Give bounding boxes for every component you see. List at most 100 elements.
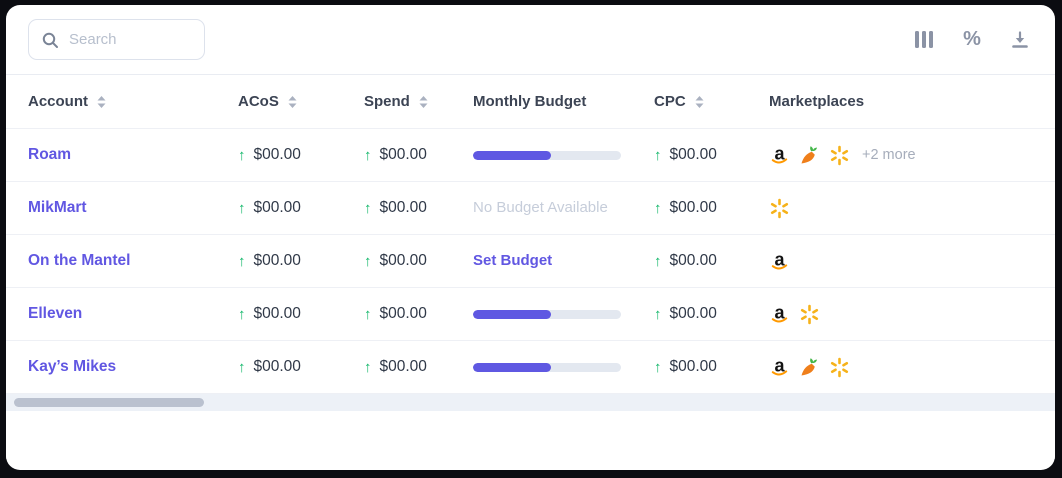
trend-up-icon: ↑ xyxy=(654,305,662,323)
trend-up-icon: ↑ xyxy=(238,358,246,376)
account-link[interactable]: On the Mantel xyxy=(28,252,131,269)
svg-text:a: a xyxy=(774,304,785,323)
cpc-value: $00.00 xyxy=(669,305,717,322)
marketplaces-cell: a xyxy=(769,304,1033,325)
budget-cell xyxy=(473,309,654,319)
column-label: Spend xyxy=(364,93,410,110)
acos-value: $00.00 xyxy=(253,252,301,269)
column-label: CPC xyxy=(654,93,686,110)
sort-icon[interactable] xyxy=(695,95,704,108)
horizontal-scrollbar[interactable] xyxy=(6,394,1055,411)
marketplaces-cell: a +2 more xyxy=(769,145,1033,166)
download-icon[interactable] xyxy=(1007,27,1033,53)
cpc-cell: ↑ $00.00 xyxy=(654,358,769,376)
trend-up-icon: ↑ xyxy=(238,252,246,270)
cpc-cell: ↑ $00.00 xyxy=(654,146,769,164)
carrot-icon xyxy=(799,145,820,166)
search-input[interactable] xyxy=(69,31,179,48)
trend-up-icon: ↑ xyxy=(364,199,372,217)
svg-text:a: a xyxy=(774,357,785,376)
budget-cell xyxy=(473,150,654,160)
column-header-acos[interactable]: ACoS xyxy=(238,93,364,110)
no-budget-label: No Budget Available xyxy=(473,199,608,216)
cpc-value: $00.00 xyxy=(669,358,717,375)
percent-icon[interactable]: % xyxy=(963,28,981,50)
trend-up-icon: ↑ xyxy=(238,305,246,323)
cpc-cell: ↑ $00.00 xyxy=(654,305,769,323)
acos-value: $00.00 xyxy=(253,146,301,163)
table-row: Roam ↑ $00.00 ↑ $00.00 ↑ $00.00 a +2 more xyxy=(6,129,1055,182)
marketplaces-cell: a xyxy=(769,251,1033,272)
acos-value: $00.00 xyxy=(253,358,301,375)
column-label: Monthly Budget xyxy=(473,93,587,110)
walmart-icon xyxy=(829,357,850,378)
acos-cell: ↑ $00.00 xyxy=(238,199,364,217)
search-box[interactable] xyxy=(28,19,205,60)
column-label: Marketplaces xyxy=(769,93,865,110)
footer-space xyxy=(6,411,1055,459)
acos-value: $00.00 xyxy=(253,305,301,322)
account-link[interactable]: MikMart xyxy=(28,199,87,216)
acos-value: $00.00 xyxy=(253,199,301,216)
columns-icon[interactable] xyxy=(911,27,937,53)
table-body: Roam ↑ $00.00 ↑ $00.00 ↑ $00.00 a +2 more Mi… xyxy=(6,129,1055,394)
budget-cell xyxy=(473,362,654,372)
budget-cell: Set Budget xyxy=(473,252,654,270)
sort-icon[interactable] xyxy=(419,95,428,108)
cpc-cell: ↑ $00.00 xyxy=(654,199,769,217)
spend-cell: ↑ $00.00 xyxy=(364,146,473,164)
spend-cell: ↑ $00.00 xyxy=(364,252,473,270)
column-header-account[interactable]: Account xyxy=(28,93,238,110)
table-header-row: Account ACoS Spend Monthly Budget CPC Ma… xyxy=(6,75,1055,129)
trend-up-icon: ↑ xyxy=(364,252,372,270)
cpc-cell: ↑ $00.00 xyxy=(654,252,769,270)
sort-icon[interactable] xyxy=(288,95,297,108)
table-row: On the Mantel ↑ $00.00 ↑ $00.00 Set Budget… xyxy=(6,235,1055,288)
acos-cell: ↑ $00.00 xyxy=(238,252,364,270)
svg-text:a: a xyxy=(774,251,785,270)
marketplaces-cell xyxy=(769,198,1033,219)
column-header-marketplaces: Marketplaces xyxy=(769,93,1033,110)
spend-value: $00.00 xyxy=(379,252,427,269)
spend-cell: ↑ $00.00 xyxy=(364,305,473,323)
amazon-icon: a xyxy=(769,357,790,378)
sort-icon[interactable] xyxy=(97,95,106,108)
amazon-icon: a xyxy=(769,251,790,272)
toolbar: % xyxy=(6,5,1055,75)
account-link[interactable]: Elleven xyxy=(28,305,83,322)
accounts-table-card: % Account ACoS Spend Monthly Budget CPC … xyxy=(6,5,1055,470)
trend-up-icon: ↑ xyxy=(364,305,372,323)
search-icon xyxy=(41,31,59,49)
account-link[interactable]: Roam xyxy=(28,146,72,163)
trend-up-icon: ↑ xyxy=(654,252,662,270)
spend-value: $00.00 xyxy=(379,146,427,163)
column-header-cpc[interactable]: CPC xyxy=(654,93,769,110)
set-budget-link[interactable]: Set Budget xyxy=(473,252,553,269)
table-row: MikMart ↑ $00.00 ↑ $00.00 No Budget Availa… xyxy=(6,182,1055,235)
acos-cell: ↑ $00.00 xyxy=(238,305,364,323)
budget-cell: No Budget Available xyxy=(473,199,654,217)
cpc-value: $00.00 xyxy=(669,146,717,163)
column-header-spend[interactable]: Spend xyxy=(364,93,473,110)
account-link[interactable]: Kay’s Mikes xyxy=(28,358,117,375)
budget-progress-bar xyxy=(473,309,621,319)
cpc-value: $00.00 xyxy=(669,252,717,269)
acos-cell: ↑ $00.00 xyxy=(238,146,364,164)
table-row: Elleven ↑ $00.00 ↑ $00.00 ↑ $00.00 a xyxy=(6,288,1055,341)
trend-up-icon: ↑ xyxy=(654,146,662,164)
walmart-icon xyxy=(769,198,790,219)
budget-progress-bar xyxy=(473,362,621,372)
acos-cell: ↑ $00.00 xyxy=(238,358,364,376)
scrollbar-thumb[interactable] xyxy=(14,398,204,407)
trend-up-icon: ↑ xyxy=(654,199,662,217)
spend-value: $00.00 xyxy=(379,358,427,375)
spend-cell: ↑ $00.00 xyxy=(364,199,473,217)
svg-text:a: a xyxy=(774,145,785,164)
trend-up-icon: ↑ xyxy=(238,146,246,164)
budget-progress-bar xyxy=(473,150,621,160)
trend-up-icon: ↑ xyxy=(364,358,372,376)
table-row: Kay’s Mikes ↑ $00.00 ↑ $00.00 ↑ $00.00 a xyxy=(6,341,1055,394)
trend-up-icon: ↑ xyxy=(238,199,246,217)
spend-value: $00.00 xyxy=(379,305,427,322)
walmart-icon xyxy=(829,145,850,166)
